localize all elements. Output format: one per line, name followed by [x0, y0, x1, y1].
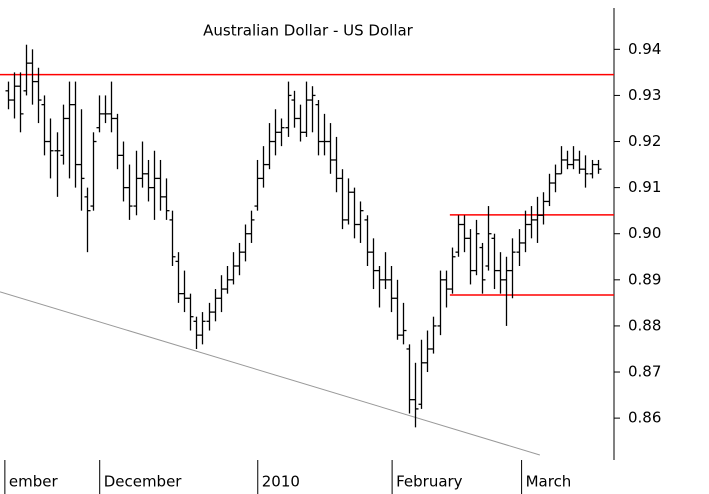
y-tick-label: 0.91 [628, 178, 661, 196]
annotation-line [0, 291, 540, 456]
x-tick-label: December [104, 473, 183, 491]
x-tick-label: ember [9, 473, 59, 491]
y-tick-label: 0.92 [628, 132, 661, 150]
y-tick-label: 0.94 [628, 40, 661, 58]
y-tick-label: 0.89 [628, 270, 661, 288]
x-tick-label: March [526, 473, 572, 491]
y-tick-label: 0.93 [628, 86, 661, 104]
y-tick-label: 0.90 [628, 224, 661, 242]
x-tick-label: February [396, 473, 463, 491]
y-tick-label: 0.86 [628, 409, 661, 427]
chart-title: Australian Dollar - US Dollar [203, 22, 414, 40]
y-tick-label: 0.88 [628, 316, 661, 334]
y-tick-label: 0.87 [628, 363, 661, 381]
x-tick-label: 2010 [262, 473, 300, 491]
